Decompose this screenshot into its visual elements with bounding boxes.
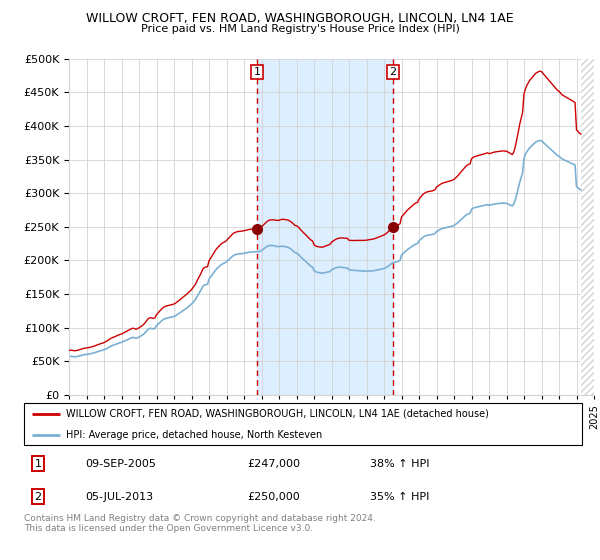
Text: 1: 1 <box>254 67 260 77</box>
Text: £247,000: £247,000 <box>247 459 300 469</box>
Text: Price paid vs. HM Land Registry's House Price Index (HPI): Price paid vs. HM Land Registry's House … <box>140 24 460 34</box>
Bar <box>581 59 594 395</box>
Text: WILLOW CROFT, FEN ROAD, WASHINGBOROUGH, LINCOLN, LN4 1AE (detached house): WILLOW CROFT, FEN ROAD, WASHINGBOROUGH, … <box>66 409 489 419</box>
Text: 38% ↑ HPI: 38% ↑ HPI <box>370 459 430 469</box>
Text: 05-JUL-2013: 05-JUL-2013 <box>85 492 154 502</box>
Text: HPI: Average price, detached house, North Kesteven: HPI: Average price, detached house, Nort… <box>66 430 322 440</box>
Text: 1: 1 <box>34 459 41 469</box>
FancyBboxPatch shape <box>24 403 582 445</box>
Bar <box>257 59 393 395</box>
Bar <box>581 59 594 395</box>
Text: WILLOW CROFT, FEN ROAD, WASHINGBOROUGH, LINCOLN, LN4 1AE: WILLOW CROFT, FEN ROAD, WASHINGBOROUGH, … <box>86 12 514 25</box>
Text: 2: 2 <box>389 67 397 77</box>
Text: 09-SEP-2005: 09-SEP-2005 <box>85 459 156 469</box>
Text: 2: 2 <box>34 492 41 502</box>
Text: 35% ↑ HPI: 35% ↑ HPI <box>370 492 430 502</box>
Text: Contains HM Land Registry data © Crown copyright and database right 2024.
This d: Contains HM Land Registry data © Crown c… <box>24 514 376 534</box>
Text: £250,000: £250,000 <box>247 492 300 502</box>
